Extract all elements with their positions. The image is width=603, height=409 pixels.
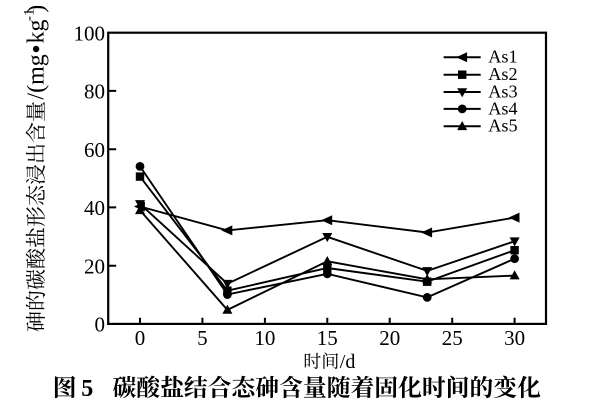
svg-text:20: 20: [379, 326, 400, 350]
svg-text:As4: As4: [488, 98, 517, 118]
svg-text:kg: kg: [23, 20, 49, 44]
svg-text:0: 0: [95, 313, 106, 337]
svg-text:As3: As3: [488, 81, 517, 101]
svg-text:5: 5: [197, 326, 208, 350]
svg-text:/(mg: /(mg: [23, 54, 49, 99]
svg-text:20: 20: [84, 254, 105, 278]
svg-text:10: 10: [254, 326, 275, 350]
svg-text:5: 5: [81, 376, 93, 402]
svg-text:-1: -1: [22, 9, 38, 22]
svg-text:60: 60: [84, 138, 105, 162]
svg-text:): ): [23, 5, 49, 13]
svg-text:As1: As1: [488, 47, 517, 67]
svg-text:80: 80: [84, 80, 105, 104]
svg-text:As5: As5: [488, 116, 517, 136]
svg-text:15: 15: [317, 326, 338, 350]
svg-text:100: 100: [74, 21, 106, 45]
svg-text:0: 0: [135, 326, 146, 350]
svg-text:30: 30: [504, 326, 525, 350]
svg-text:As2: As2: [488, 64, 517, 84]
svg-text:40: 40: [84, 196, 105, 220]
svg-text:/d: /d: [340, 351, 356, 373]
svg-text:25: 25: [442, 326, 463, 350]
